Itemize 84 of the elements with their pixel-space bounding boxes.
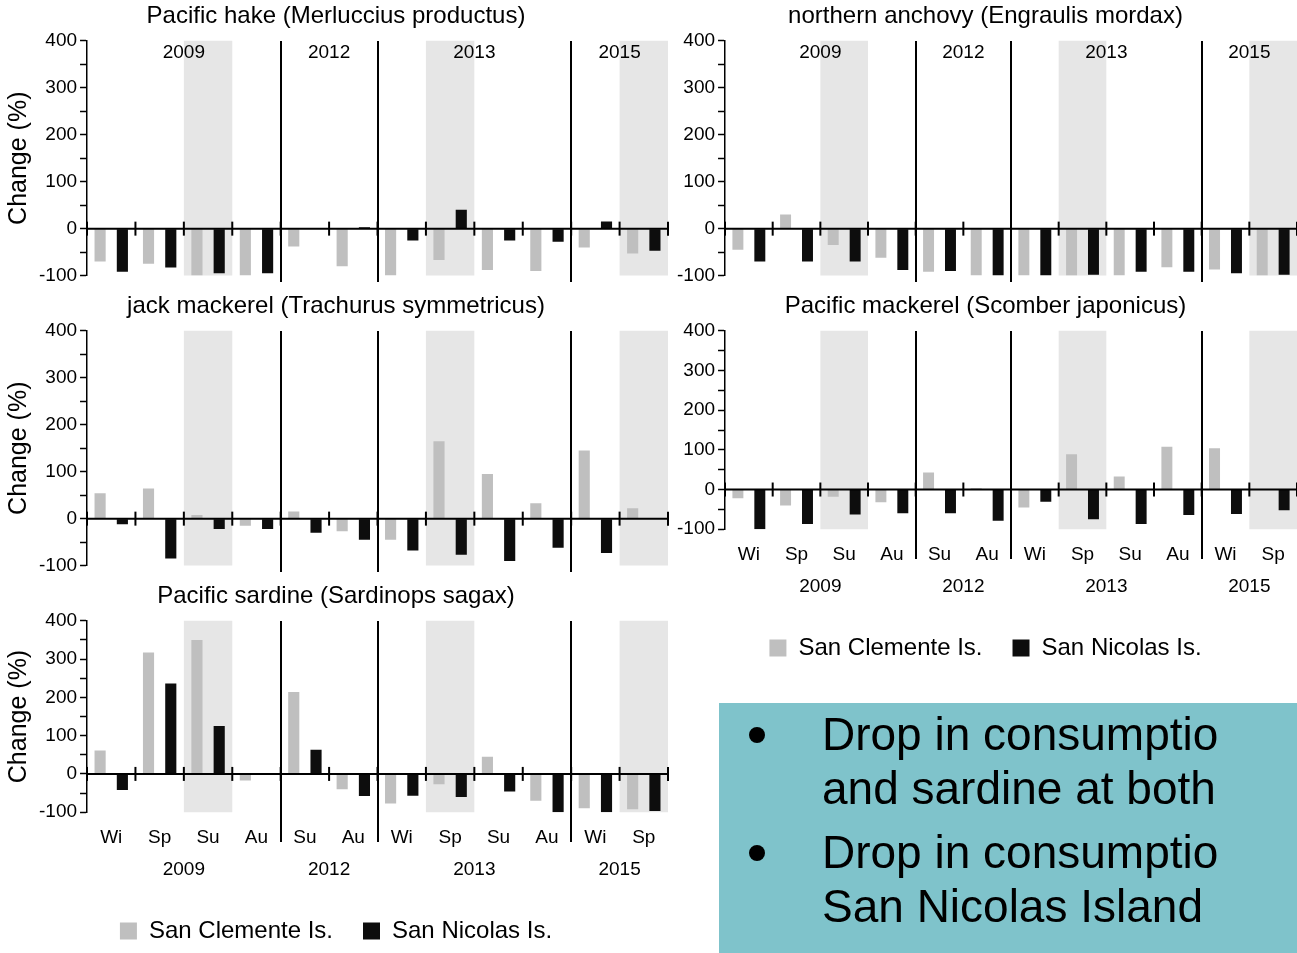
x-tick-label: Su (927, 542, 952, 564)
text: 2009 (162, 858, 205, 880)
y-tick-label: 200 (45, 122, 78, 144)
annotation: 2009 (799, 41, 842, 63)
y-tick-label: -100 (39, 263, 78, 285)
text: 2015 (1228, 575, 1271, 597)
y-tick-label: 200 (45, 412, 78, 434)
x-tick-label: Sp (1261, 542, 1285, 564)
y-tick-label: 100 (45, 169, 78, 191)
x-tick-label: Sp (438, 825, 462, 847)
x-tick-label: Su (486, 825, 511, 847)
text: 2009 (799, 575, 842, 597)
x-tick-label: Wi (1214, 542, 1237, 564)
x-tick-label: Wi (1023, 542, 1046, 564)
x-tick-label: Su (832, 542, 856, 564)
chart-title: jack mackerel (Trachurus symmetricus) (126, 291, 545, 319)
text: Drop in consumptio and sardine at both (822, 707, 1220, 815)
y-tick-label: 100 (45, 459, 78, 481)
y-tick-label: 300 (683, 358, 716, 380)
y-tick-label: 0 (66, 762, 78, 784)
chart-title: Pacific mackerel (Scomber japonicus) (784, 291, 1187, 319)
legend-label: San Nicolas Is. (1041, 632, 1202, 660)
text: 2012 (307, 858, 351, 880)
annotation: 2015 (1228, 41, 1271, 63)
x-tick-label: Su (1118, 542, 1142, 564)
y-tick-label: 100 (683, 438, 716, 460)
y-tick-label: 400 (45, 29, 78, 51)
y-tick-label: 400 (683, 29, 716, 51)
legend-label: San Clemente Is. (798, 632, 983, 660)
y-tick-label: 200 (45, 685, 78, 707)
x-tick-label: Su (196, 825, 220, 847)
text: 2015 (598, 858, 641, 880)
x-tick-label: Au (975, 542, 999, 564)
x-tick-label: Sp (1070, 542, 1095, 564)
y-tick-label: 0 (704, 216, 716, 238)
x-tick-label: Wi (390, 825, 413, 847)
y-tick-label: 300 (45, 75, 78, 97)
y-tick-label: 400 (683, 319, 716, 341)
y-tick-label: 0 (66, 216, 78, 238)
x-tick-label: Sp (784, 542, 809, 564)
legend-label: San Nicolas Is. (392, 915, 553, 943)
legend-label: San Clemente Is. (148, 915, 334, 943)
x-tick-label: Au (535, 825, 559, 847)
annotation: 2015 (598, 41, 641, 63)
x-tick-label: Au (341, 825, 365, 847)
y-tick-label: 100 (45, 723, 78, 745)
y-tick-label: 100 (683, 169, 716, 191)
annotation: 2013 (453, 41, 496, 63)
y-tick-label: 200 (683, 122, 716, 144)
annotation: 2012 (307, 41, 351, 63)
y-tick-label: 0 (704, 477, 716, 499)
chart-title: northern anchovy (Engraulis mordax) (788, 1, 1183, 29)
x-tick-label: Sp (148, 825, 172, 847)
x-tick-label: Wi (100, 825, 123, 847)
text: Drop in consumptio San Nicolas Island (822, 825, 1220, 933)
x-tick-label: Au (244, 825, 269, 847)
y-tick-label: 400 (45, 319, 78, 341)
annotation: 2009 (162, 41, 205, 63)
y-axis-title: Change (%) (2, 649, 31, 784)
y-tick-label: 300 (683, 75, 716, 97)
y-tick-label: 300 (45, 647, 78, 669)
y-tick-label: 400 (45, 609, 78, 631)
y-tick-label: -100 (39, 553, 78, 575)
y-axis-title: Change (%) (2, 381, 31, 515)
x-tick-label: Au (1166, 542, 1190, 564)
y-tick-label: -100 (39, 800, 78, 822)
y-tick-label: 0 (66, 506, 78, 528)
x-tick-label: Sp (632, 825, 656, 847)
x-tick-label: Wi (737, 542, 760, 564)
text: 2012 (942, 575, 985, 597)
chart-title: Pacific sardine (Sardinops sagax) (157, 581, 515, 609)
chart-title: Pacific hake (Merluccius productus) (146, 1, 526, 29)
y-tick-label: 300 (45, 365, 78, 387)
y-axis-title: Change (%) (2, 91, 31, 225)
x-tick-label: Su (293, 825, 317, 847)
x-tick-label: Au (880, 542, 904, 564)
y-tick-label: -100 (677, 263, 716, 285)
text: 2013 (453, 858, 496, 880)
text: 2013 (1085, 575, 1128, 597)
y-tick-label: 200 (683, 398, 716, 420)
annotation: 2012 (942, 41, 985, 63)
annotation: 2013 (1085, 41, 1128, 63)
y-tick-label: -100 (677, 517, 716, 539)
x-tick-label: Wi (584, 825, 607, 847)
